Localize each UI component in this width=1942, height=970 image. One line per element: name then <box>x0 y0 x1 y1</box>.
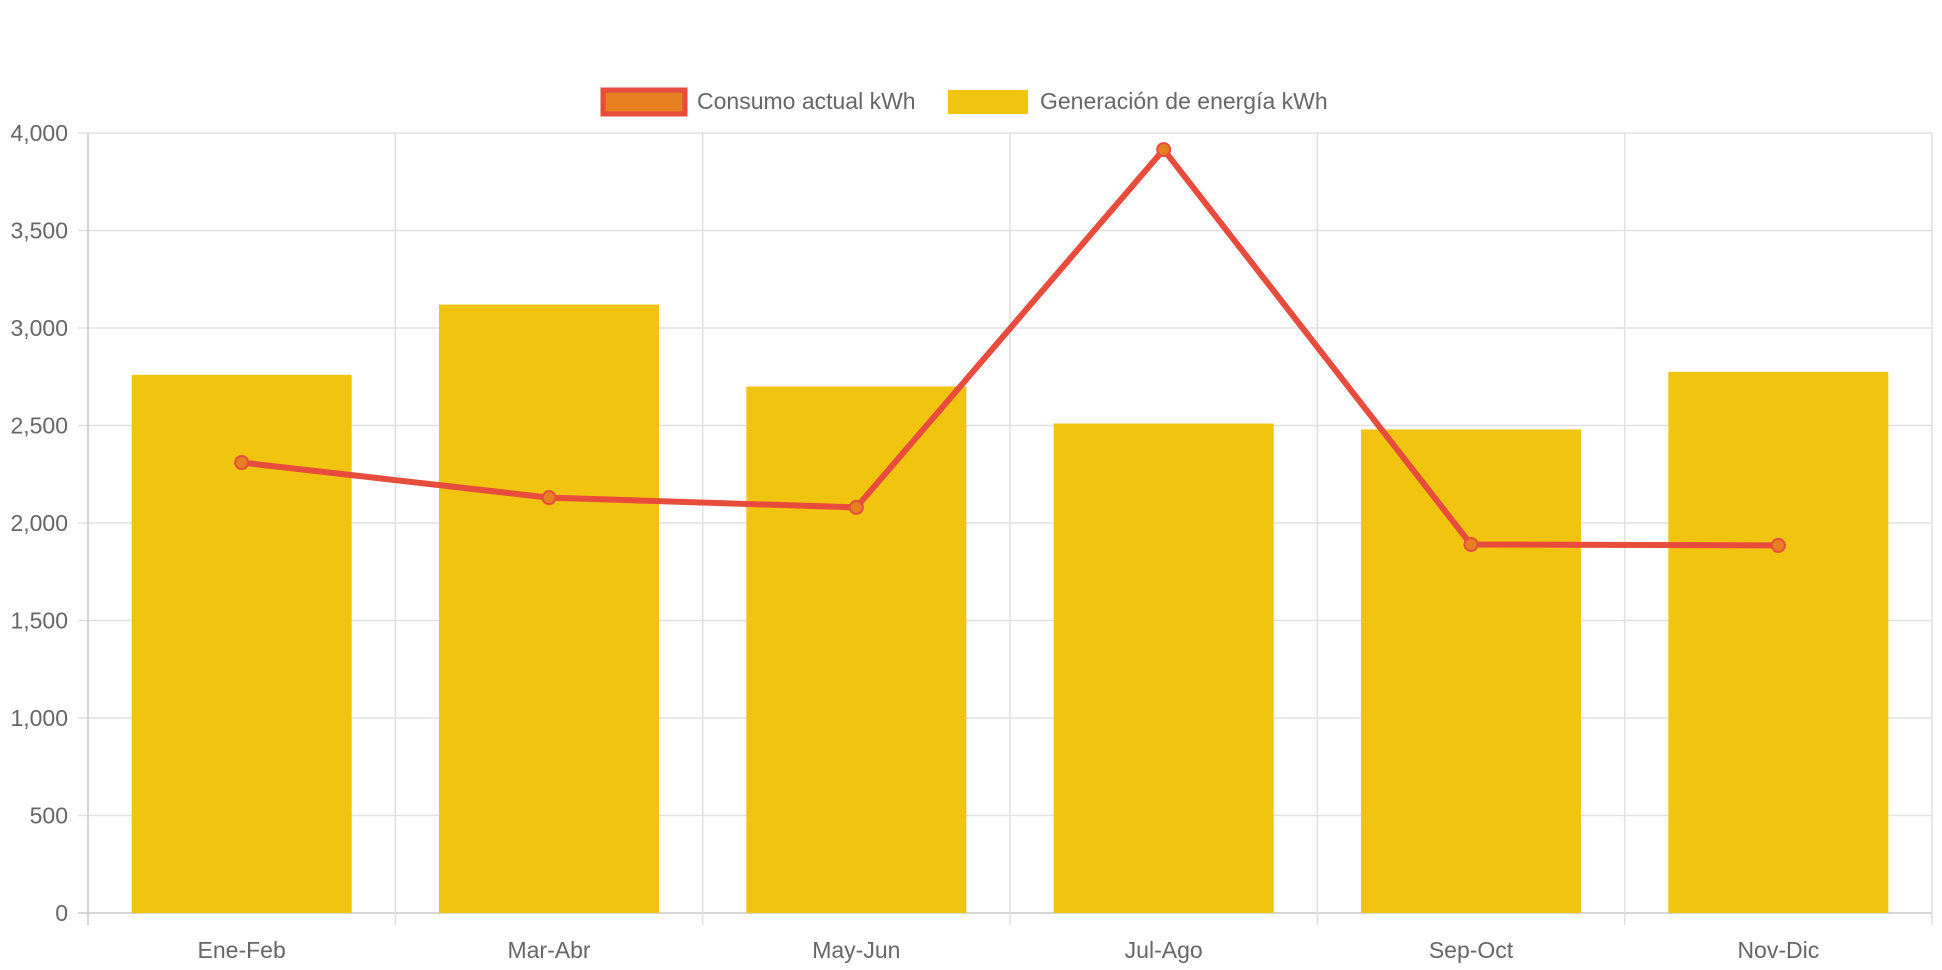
y-tick-label: 3,000 <box>10 315 68 341</box>
y-tick-label: 4,000 <box>10 120 68 146</box>
y-tick-label: 0 <box>55 900 68 926</box>
bar-nov-dic[interactable] <box>1668 371 1889 913</box>
line-point-sep-oct[interactable] <box>1463 536 1479 552</box>
x-tick-label: Ene-Feb <box>198 937 286 963</box>
y-tick-label: 2,000 <box>10 510 68 536</box>
y-tick-label: 1,500 <box>10 608 68 634</box>
line-series-consumo <box>234 142 1786 553</box>
bar-sep-oct[interactable] <box>1361 429 1581 913</box>
x-tick-label: May-Jun <box>812 937 900 963</box>
line-point-may-jun[interactable] <box>848 499 864 515</box>
x-tick-label: Jul-Ago <box>1125 937 1203 963</box>
x-tick-label: Nov-Dic <box>1737 937 1819 963</box>
legend-swatch-consumo[interactable] <box>600 87 688 117</box>
x-tick-label: Sep-Oct <box>1429 937 1514 963</box>
bar-may-jun[interactable] <box>746 386 967 914</box>
legend-label-consumo[interactable]: Consumo actual kWh <box>697 88 916 114</box>
x-axis: Ene-Feb Mar-Abr May-Jun Jul-Ago Sep-Oct Nov-D… <box>198 937 1820 963</box>
line-point-mar-abr[interactable] <box>541 490 557 506</box>
y-tick-label: 3,500 <box>10 218 68 244</box>
grid-lines <box>78 132 1933 925</box>
legend: Consumo actual kWh Generación de energía … <box>600 87 1328 117</box>
line-point-jul-ago[interactable] <box>1156 142 1172 158</box>
y-tick-label: 500 <box>30 803 68 829</box>
y-tick-label: 1,000 <box>10 705 68 731</box>
line-point-ene-feb[interactable] <box>234 455 250 471</box>
consumo-line <box>241 144 1779 549</box>
y-tick-label: 2,500 <box>10 413 68 439</box>
bar-series-generacion <box>131 304 1889 914</box>
line-point-nov-dic[interactable] <box>1770 537 1786 553</box>
y-axis: 0 500 1,000 1,500 2,000 2,500 3,000 3,500 4,000 <box>10 120 68 926</box>
bar-mar-abr[interactable] <box>439 304 659 914</box>
legend-label-generacion[interactable]: Generación de energía kWh <box>1040 88 1328 114</box>
legend-swatch-generacion[interactable] <box>948 90 1028 114</box>
x-tick-label: Mar-Abr <box>507 937 590 963</box>
bar-jul-ago[interactable] <box>1053 423 1274 913</box>
